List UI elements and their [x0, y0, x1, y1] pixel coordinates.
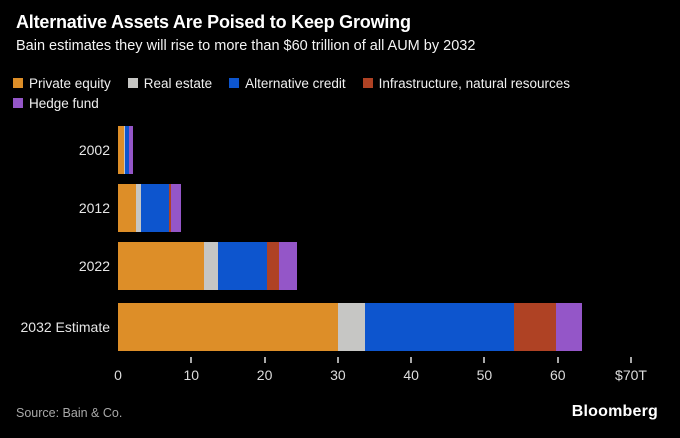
x-tick-label: 0: [114, 367, 122, 383]
legend-label: Real estate: [143, 75, 213, 91]
legend-row: Private equity Real estate Alternative cre…: [13, 73, 653, 93]
x-tick: [263, 357, 266, 363]
bar-segment-real-estate: [203, 242, 219, 290]
bar-row: [118, 184, 181, 232]
bar-segment-private-equity: [118, 126, 124, 174]
bar-row: [118, 303, 582, 351]
bar-segment-infrastructure-natural-resources: [514, 303, 557, 351]
bar-segment-hedge-fund: [279, 242, 297, 290]
chart-subtitle: Bain estimates they will rise to more th…: [16, 38, 476, 54]
bar-segment-infrastructure-natural-resources: [267, 242, 280, 290]
x-tick-label: 20: [256, 367, 273, 383]
bar-row: [118, 126, 133, 174]
legend-swatch: [13, 78, 23, 88]
bar-segment-alternative-credit: [364, 303, 515, 351]
bar-segment-private-equity: [118, 184, 137, 232]
legend-swatch: [13, 98, 23, 108]
legend: Private equity Real estate Alternative cre…: [13, 73, 653, 113]
legend-swatch: [362, 78, 373, 88]
bar-segment-infrastructure-natural-resources: [168, 184, 172, 232]
x-tick: [630, 357, 633, 363]
legend-swatch: [229, 78, 240, 88]
bar-segment-real-estate: [337, 303, 365, 351]
bar-segment-real-estate: [136, 184, 141, 232]
bar-segment-alternative-credit: [140, 184, 169, 232]
bar-segment-alternative-credit: [218, 242, 268, 290]
x-tick-label: $70T: [615, 367, 647, 383]
x-tick-label: 60: [549, 367, 566, 383]
bar-segment-private-equity: [118, 242, 204, 290]
source-note: Source: Bain & Co.: [16, 406, 123, 420]
x-tick: [190, 357, 193, 363]
bar-row: [118, 242, 297, 290]
x-tick: [336, 357, 339, 363]
category-label: 2022: [78, 258, 110, 274]
bar-segment-real-estate: [123, 126, 125, 174]
legend-item: Hedge fund: [13, 96, 99, 111]
legend-label: Hedge fund: [29, 95, 99, 111]
legend-item: Infrastructure, natural resources: [362, 75, 570, 91]
bar-segment-hedge-fund: [129, 126, 133, 174]
x-tick-label: 50: [476, 367, 493, 383]
category-label: 2012: [78, 200, 110, 216]
chart-title: Alternative Assets Are Poised to Keep Gr…: [16, 12, 411, 32]
legend-item: Real estate: [127, 75, 213, 91]
legend-row: Hedge fund: [13, 93, 653, 113]
x-tick: [556, 357, 559, 363]
legend-item: Private equity: [13, 76, 111, 91]
x-tick-label: 30: [330, 367, 346, 383]
legend-label: Infrastructure, natural resources: [378, 75, 570, 91]
category-label: 2032 Estimate: [20, 319, 111, 335]
bar-segment-hedge-fund: [171, 184, 181, 232]
x-tick: [483, 357, 486, 363]
legend-label: Alternative credit: [245, 75, 346, 91]
legend-label: Private equity: [29, 75, 111, 91]
bar-segment-hedge-fund: [556, 303, 582, 351]
legend-item: Alternative credit: [229, 76, 346, 91]
x-tick: [410, 357, 413, 363]
bar-segment-private-equity: [118, 303, 338, 351]
category-label: 2002: [78, 142, 110, 158]
x-tick-label: 40: [403, 367, 419, 383]
bar-segment-alternative-credit: [124, 126, 129, 174]
x-tick-label: 10: [183, 367, 200, 383]
bloomberg-logo: Bloomberg: [571, 403, 658, 420]
legend-swatch: [127, 78, 138, 88]
